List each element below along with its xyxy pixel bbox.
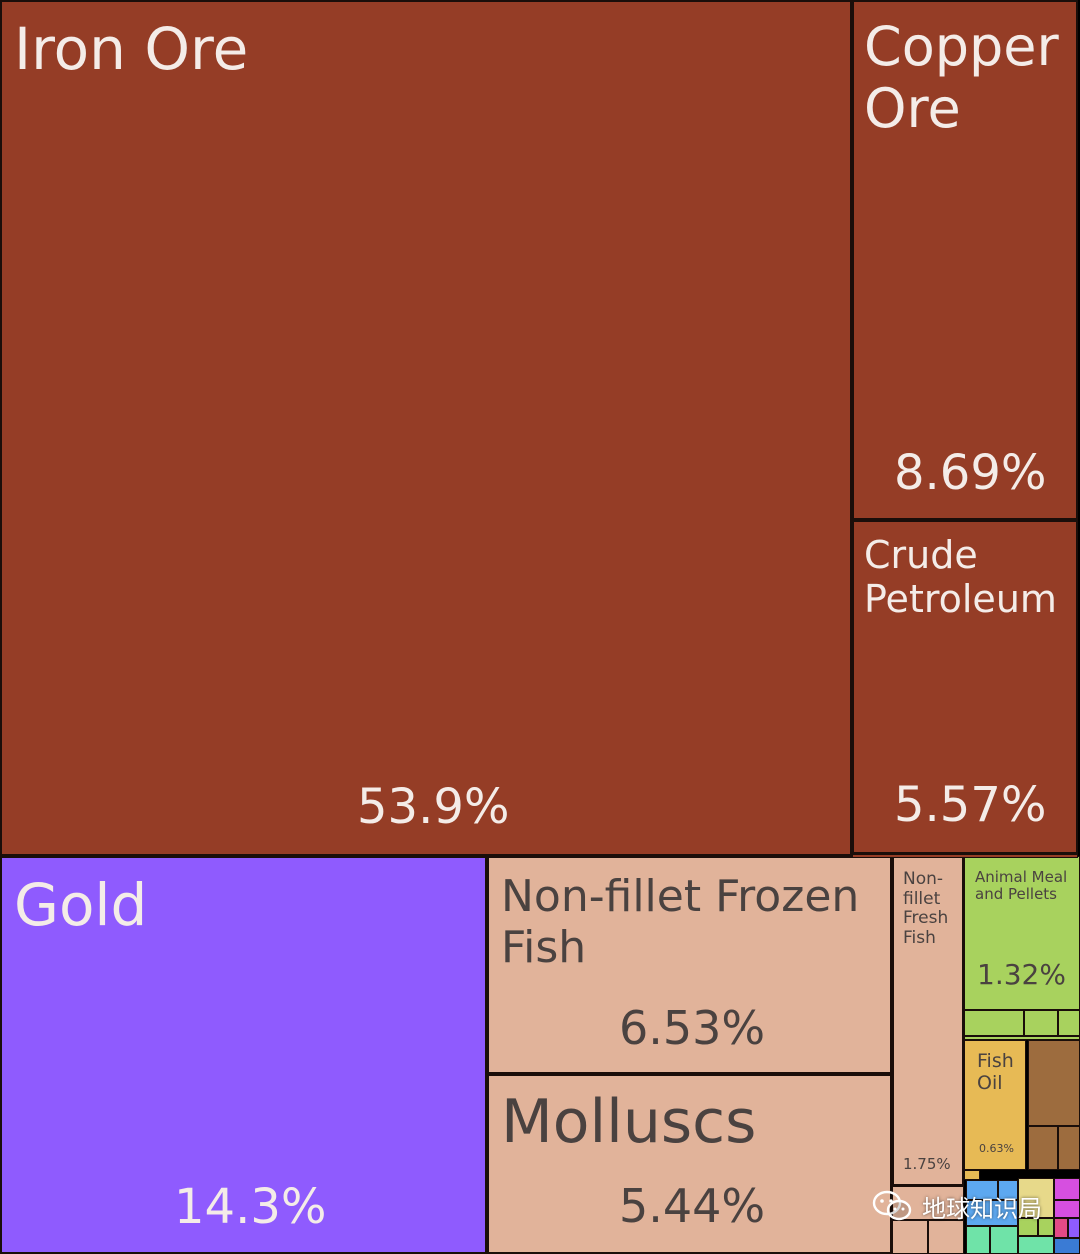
tile-minor <box>1054 1218 1068 1238</box>
tile-value: 5.44% <box>619 1179 766 1233</box>
tile-minor <box>852 854 1078 858</box>
tile-minor <box>1028 1040 1080 1126</box>
tile-fish-oil: Fish Oil 0.63% <box>964 1040 1026 1170</box>
tile-minor <box>966 1200 1018 1226</box>
tile-minor <box>1018 1236 1054 1254</box>
tile-non-fillet-frozen-fish: Non-fillet Frozen Fish 6.53% <box>487 856 892 1074</box>
tile-label: Molluscs <box>501 1087 757 1157</box>
tile-label: Crude Petroleum <box>864 533 1057 621</box>
tile-label: Copper Ore <box>864 15 1059 141</box>
tile-minor <box>1054 1238 1080 1254</box>
wechat-icon <box>872 1190 912 1221</box>
tile-minor <box>964 1170 980 1180</box>
tile-minor <box>990 1226 1018 1254</box>
tile-minor <box>1024 1010 1058 1036</box>
tile-minor <box>1058 1126 1080 1170</box>
tile-value: 6.53% <box>619 1001 766 1055</box>
tile-label: Gold <box>14 871 148 939</box>
tile-minor <box>964 1010 1024 1036</box>
tile-label: Fish Oil <box>977 1050 1014 1094</box>
tile-minor <box>892 1220 928 1254</box>
watermark-text: 地球知识局 <box>922 1194 1042 1223</box>
tile-minor <box>1028 1126 1058 1170</box>
tile-minor <box>928 1220 964 1254</box>
tile-animal-meal-and-pellets: Animal Meal and Pellets 1.32% <box>964 856 1080 1010</box>
tile-minor <box>1058 1010 1080 1036</box>
tile-label: Non-fillet Frozen Fish <box>501 871 860 973</box>
tile-value: 0.63% <box>979 1142 1014 1155</box>
tile-value: 8.69% <box>894 445 1047 501</box>
tile-label: Animal Meal and Pellets <box>975 868 1068 904</box>
tile-iron-ore: Iron Ore 53.9% <box>0 0 852 856</box>
tile-minor <box>1018 1178 1054 1218</box>
tile-value: 5.57% <box>894 777 1047 833</box>
watermark: 地球知识局 <box>872 1188 1042 1224</box>
tile-minor <box>1068 1218 1080 1238</box>
tile-copper-ore: Copper Ore 8.69% <box>852 0 1078 520</box>
tile-minor <box>998 1180 1018 1200</box>
tile-minor <box>1038 1218 1054 1236</box>
tile-gold: Gold 14.3% <box>0 856 487 1254</box>
tile-value: 53.9% <box>357 779 510 835</box>
tile-minor <box>1054 1178 1080 1200</box>
tile-minor <box>966 1226 990 1254</box>
tile-crude-petroleum: Crude Petroleum 5.57% <box>852 520 1078 854</box>
tile-molluscs: Molluscs 5.44% <box>487 1074 892 1254</box>
tile-label: Non- fillet Fresh Fish <box>903 869 949 948</box>
tile-value: 14.3% <box>174 1179 327 1235</box>
tile-value: 1.32% <box>977 958 1066 991</box>
tile-minor <box>1054 1200 1080 1218</box>
tile-label: Iron Ore <box>14 15 249 83</box>
tile-minor <box>966 1180 998 1200</box>
tile-non-fillet-fresh-fish: Non- fillet Fresh Fish 1.75% <box>892 856 964 1186</box>
tile-minor <box>1018 1218 1038 1236</box>
tile-value: 1.75% <box>903 1155 951 1173</box>
